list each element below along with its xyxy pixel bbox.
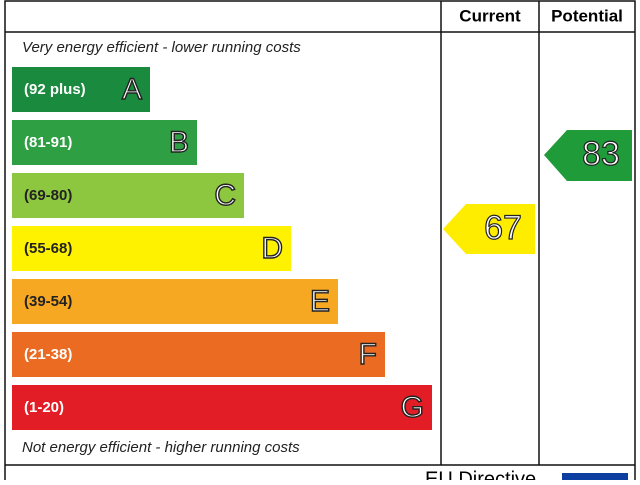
band-letter: D bbox=[261, 232, 283, 265]
band-letter: E bbox=[310, 285, 330, 318]
band-bar bbox=[12, 120, 197, 165]
footer-text: EU Directive bbox=[425, 468, 536, 480]
current-arrow bbox=[443, 204, 535, 254]
band-range: (55-68) bbox=[24, 240, 72, 257]
band-bar bbox=[12, 332, 385, 377]
band-letter: F bbox=[359, 338, 377, 371]
bands: (92 plus) A (81-91) B (69-80) C (55-68) D (39-54… bbox=[12, 67, 432, 430]
band-letter: B bbox=[169, 126, 189, 159]
band-letter: G bbox=[401, 391, 424, 424]
band-range: (21-38) bbox=[24, 346, 72, 363]
bottom-note: Not energy efficient - higher running co… bbox=[22, 439, 300, 456]
band-letter: C bbox=[214, 179, 236, 212]
band-range: (1-20) bbox=[24, 399, 64, 416]
band-letter: A bbox=[122, 73, 142, 106]
band-bar bbox=[12, 279, 338, 324]
current-header: Current bbox=[459, 6, 521, 25]
band-bar bbox=[12, 67, 150, 112]
band-bar bbox=[12, 226, 291, 271]
top-note: Very energy efficient - lower running co… bbox=[22, 39, 301, 56]
band-range: (92 plus) bbox=[24, 81, 86, 98]
frame bbox=[4, 0, 636, 485]
eu-flag bbox=[562, 473, 628, 483]
potential-value: 83 bbox=[582, 135, 620, 173]
potential-header: Potential bbox=[551, 6, 623, 25]
band-range: (81-91) bbox=[24, 134, 72, 151]
potential-arrow bbox=[544, 130, 632, 181]
band-range: (69-80) bbox=[24, 187, 72, 204]
band-range: (39-54) bbox=[24, 293, 72, 310]
current-value: 67 bbox=[484, 209, 522, 247]
band-bar bbox=[12, 385, 432, 430]
band-bar bbox=[12, 173, 244, 218]
